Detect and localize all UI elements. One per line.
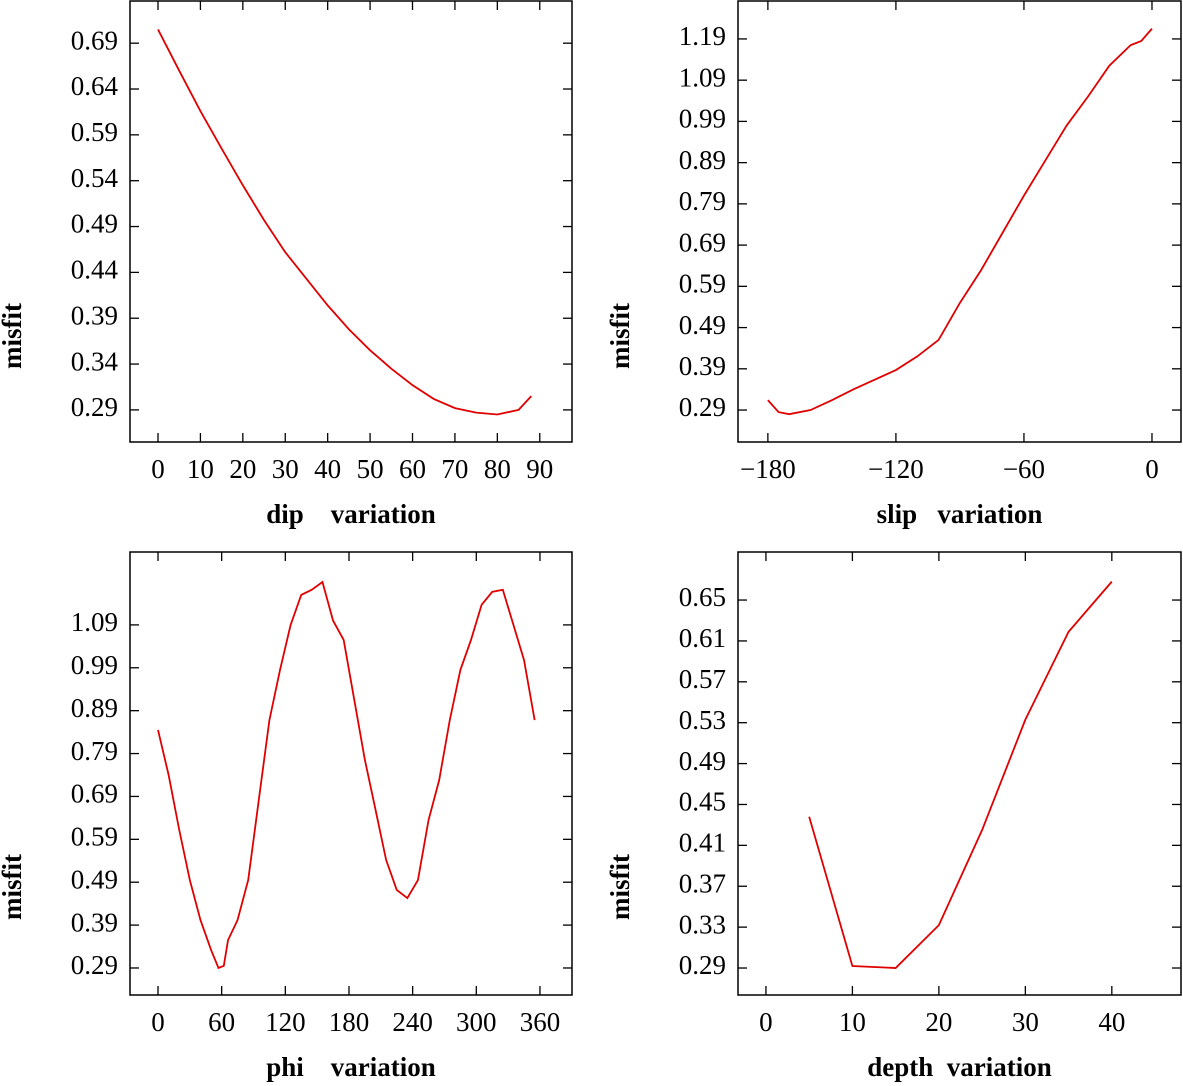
y-tick-label: 0.39 [679,351,726,381]
x-axis-label: slip variation [877,499,1043,529]
y-tick-label: 0.49 [679,746,726,776]
y-tick-label: 0.69 [679,227,726,257]
plot-frame [737,551,1182,996]
x-tick-label: 20 [925,1007,952,1037]
y-tick-label: 0.29 [71,950,118,980]
y-tick-label: 1.19 [679,21,726,51]
x-axis-label: dip variation [266,499,436,529]
data-line [157,580,536,970]
y-tick-label: 0.41 [679,828,726,858]
x-tick-label: 20 [229,454,256,484]
x-tick-label: 30 [272,454,299,484]
y-tick-label: 0.33 [679,909,726,939]
y-tick-label: 0.34 [71,346,119,376]
y-tick-label: 0.29 [71,392,118,422]
y-tick-label: 0.49 [71,864,118,894]
plot-frame [129,551,573,996]
y-tick-label: 0.59 [71,822,118,852]
y-tick-label: 0.79 [71,736,118,766]
x-tick-label: 60 [208,1007,235,1037]
y-tick-label: 0.79 [679,186,726,216]
x-tick-label: 180 [329,1007,370,1037]
x-tick-label: 90 [526,454,553,484]
y-tick-label: 0.29 [679,950,726,980]
x-tick-label: 50 [357,454,384,484]
data-line [767,28,1153,416]
x-tick-label: 0 [1145,454,1159,484]
y-tick-label: 1.09 [679,62,726,92]
y-tick-label: 0.89 [679,145,726,175]
y-tick-label: 0.64 [71,71,119,101]
y-tick-label: 0.37 [679,868,726,898]
x-tick-label: 40 [314,454,341,484]
y-tick-label: 0.61 [679,623,726,653]
y-tick-label: 1.09 [71,607,118,637]
y-tick-label: 0.59 [71,117,118,147]
y-tick-label: 0.69 [71,779,118,809]
x-tick-label: 360 [520,1007,561,1037]
y-axis-label: misfit [0,854,27,920]
y-axis-label: misfit [605,303,635,369]
x-axis-label: phi variation [266,1052,436,1082]
x-tick-label: 300 [456,1007,497,1037]
y-tick-label: 0.49 [71,209,118,239]
y-tick-label: 0.39 [71,907,118,937]
x-tick-label: 10 [187,454,214,484]
y-tick-label: 0.57 [679,664,726,694]
x-tick-label: 120 [265,1007,306,1037]
y-tick-label: 0.59 [679,269,726,299]
x-tick-label: 30 [1012,1007,1039,1037]
x-tick-label: 70 [441,454,468,484]
y-axis-label: misfit [605,854,635,920]
y-tick-label: 0.29 [679,392,726,422]
x-tick-label: −180 [740,454,796,484]
y-tick-label: 0.69 [71,25,118,55]
data-line [157,29,532,416]
x-tick-label: 40 [1098,1007,1125,1037]
y-tick-label: 0.89 [71,693,118,723]
plot-frame [737,0,1182,443]
y-tick-label: 0.54 [71,163,119,193]
y-tick-label: 0.44 [71,255,119,285]
y-tick-label: 0.99 [679,104,726,134]
y-tick-label: 0.53 [679,705,726,735]
x-tick-label: 0 [759,1007,773,1037]
y-tick-label: 0.45 [679,787,726,817]
y-tick-label: 0.49 [679,310,726,340]
x-tick-label: −120 [868,454,924,484]
y-axis-label: misfit [0,303,27,369]
plot-frame [129,0,573,443]
x-tick-label: 80 [484,454,511,484]
x-axis-label: depth variation [867,1052,1052,1082]
x-tick-label: 240 [392,1007,433,1037]
y-tick-label: 0.65 [679,582,726,612]
y-tick-label: 0.99 [71,650,118,680]
x-tick-label: 10 [839,1007,866,1037]
y-tick-label: 0.39 [71,300,118,330]
data-line [808,581,1113,969]
x-tick-label: −60 [1003,454,1045,484]
x-tick-label: 0 [151,1007,165,1037]
x-tick-label: 0 [151,454,165,484]
x-tick-label: 60 [399,454,426,484]
